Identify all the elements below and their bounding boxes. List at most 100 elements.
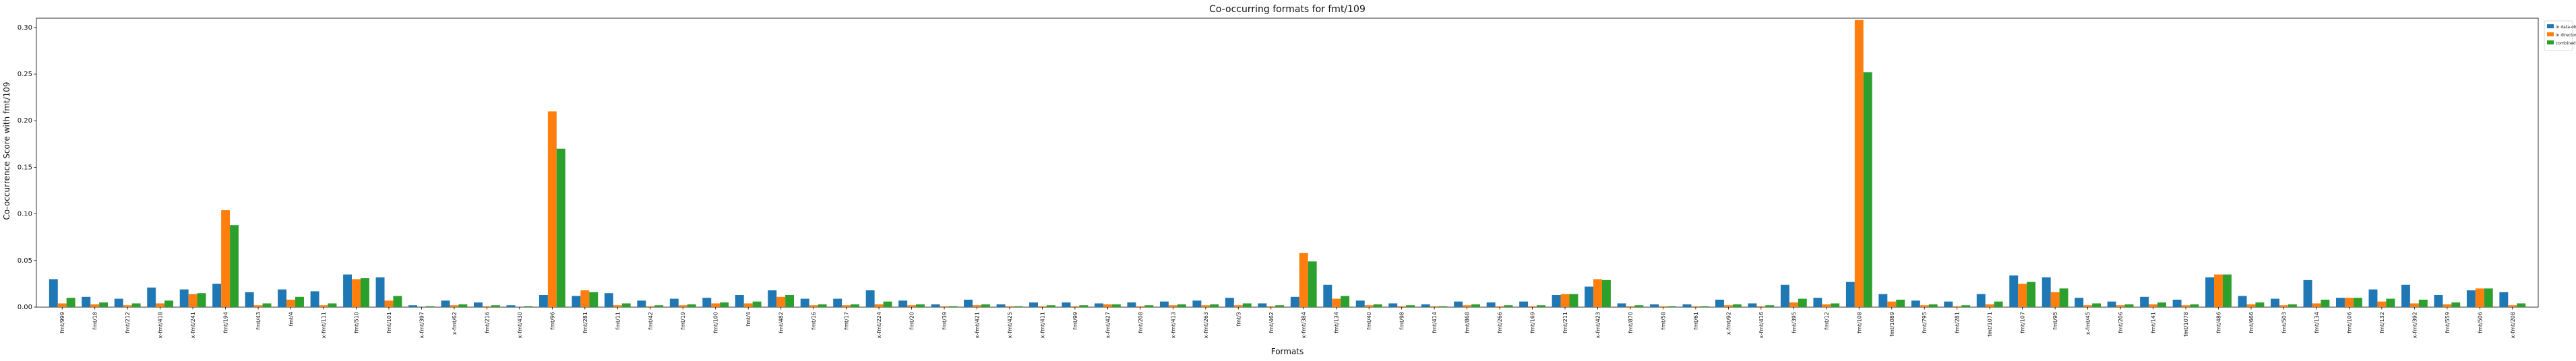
- x-tick-label: x-fmt/241: [190, 312, 196, 338]
- x-tick-label: fmt/4: [745, 312, 752, 327]
- bar: [425, 306, 435, 307]
- x-tick-label: x-fmt/263: [1203, 312, 1209, 338]
- bar: [2418, 299, 2428, 307]
- bar: [1397, 306, 1407, 307]
- bar: [1430, 306, 1439, 307]
- bar: [253, 305, 263, 307]
- bar: [1985, 304, 1994, 307]
- x-tick-label: fmt/134: [2314, 312, 2320, 333]
- bar: [1159, 301, 1169, 307]
- bar: [931, 304, 940, 307]
- bar: [2116, 305, 2125, 307]
- bar: [114, 298, 123, 307]
- bar: [2377, 301, 2387, 307]
- bar: [654, 305, 664, 307]
- x-tick-label: fmt/19: [680, 312, 686, 330]
- bar: [343, 274, 352, 307]
- bar: [1691, 306, 1700, 307]
- bar: [1258, 303, 1267, 307]
- bar: [1911, 300, 1920, 307]
- bar: [1266, 306, 1276, 307]
- bar: [2303, 280, 2312, 307]
- bar: [408, 305, 417, 307]
- x-tick-label: x-fmt/416: [1758, 312, 1765, 338]
- legend-swatch: [2547, 24, 2554, 28]
- bar: [393, 296, 402, 307]
- bar: [1822, 304, 1831, 307]
- bar: [2451, 302, 2461, 307]
- bar: [1341, 296, 1350, 307]
- bar: [2149, 304, 2158, 307]
- bar: [785, 295, 795, 307]
- bar: [230, 225, 239, 307]
- bar: [669, 298, 679, 307]
- bar: [123, 305, 132, 307]
- x-tick-label: fmt/18: [92, 312, 98, 330]
- bar: [1095, 303, 1103, 307]
- y-axis-title: Co-occurrence Score with fmt/109: [2, 81, 11, 220]
- bar: [384, 300, 394, 307]
- bar: [1682, 304, 1692, 307]
- bar: [687, 304, 696, 307]
- bar: [1177, 304, 1186, 307]
- x-tick-label: fmt/100: [713, 312, 719, 333]
- bar: [973, 305, 981, 307]
- x-tick-label: fmt/12: [1824, 312, 1830, 330]
- bar: [1961, 305, 1971, 307]
- bar: [2336, 298, 2345, 307]
- bar: [1406, 305, 1415, 307]
- bar: [2140, 296, 2149, 307]
- bar: [1831, 303, 1840, 307]
- bar: [547, 111, 557, 307]
- bar: [898, 300, 908, 307]
- bar: [1037, 306, 1047, 307]
- bar: [2027, 282, 2036, 307]
- bar: [2009, 275, 2019, 307]
- bar: [1046, 305, 1055, 307]
- bar: [1920, 305, 1929, 307]
- bar: [2075, 298, 2084, 307]
- bar: [1495, 306, 1504, 307]
- x-tick-label: x-fmt/111: [321, 312, 327, 338]
- legend-label: in data-objects: [2556, 25, 2576, 30]
- bar: [482, 306, 491, 307]
- bar: [1634, 305, 1644, 307]
- x-tick-label: fmt/134: [1334, 312, 1340, 333]
- bar: [278, 289, 287, 307]
- x-tick-label: fmt/3: [1235, 312, 1241, 327]
- x-tick-label: fmt/61: [1693, 312, 1699, 330]
- x-tick-label: x-fmt/427: [1105, 312, 1111, 338]
- bar: [1552, 295, 1561, 307]
- x-tick-label: fmt/96: [549, 312, 555, 330]
- bar: [1144, 305, 1154, 307]
- bar: [981, 304, 990, 307]
- bar: [1593, 279, 1602, 307]
- x-tick-label: fmt/58: [1660, 312, 1666, 330]
- bar: [916, 304, 925, 307]
- bar: [1813, 298, 1822, 307]
- bar: [1299, 253, 1308, 307]
- bar: [800, 298, 809, 307]
- x-tick-label: x-fmt/425: [1007, 312, 1013, 338]
- x-tick-label: x-fmt/208: [2510, 312, 2516, 338]
- bar: [1290, 296, 1299, 307]
- bar: [2092, 303, 2101, 307]
- bar: [524, 306, 533, 307]
- bar: [964, 299, 973, 307]
- bar: [179, 289, 189, 307]
- x-tick-label: fmt/4: [288, 312, 295, 327]
- bar: [1658, 306, 1667, 307]
- x-tick-label: fmt/169: [1530, 312, 1536, 333]
- bar: [1896, 299, 1905, 307]
- x-tick-label: x-fmt/411: [1039, 312, 1045, 338]
- bar: [678, 305, 687, 307]
- legend-swatch: [2547, 40, 2554, 44]
- bar: [1789, 302, 1798, 307]
- bar: [1421, 304, 1430, 307]
- bars-layer: [49, 20, 2526, 308]
- bar: [621, 303, 631, 307]
- bar: [1732, 304, 1742, 307]
- bar: [1667, 306, 1676, 307]
- bar: [572, 296, 581, 307]
- x-tick-label: fmt/98: [1399, 312, 1405, 330]
